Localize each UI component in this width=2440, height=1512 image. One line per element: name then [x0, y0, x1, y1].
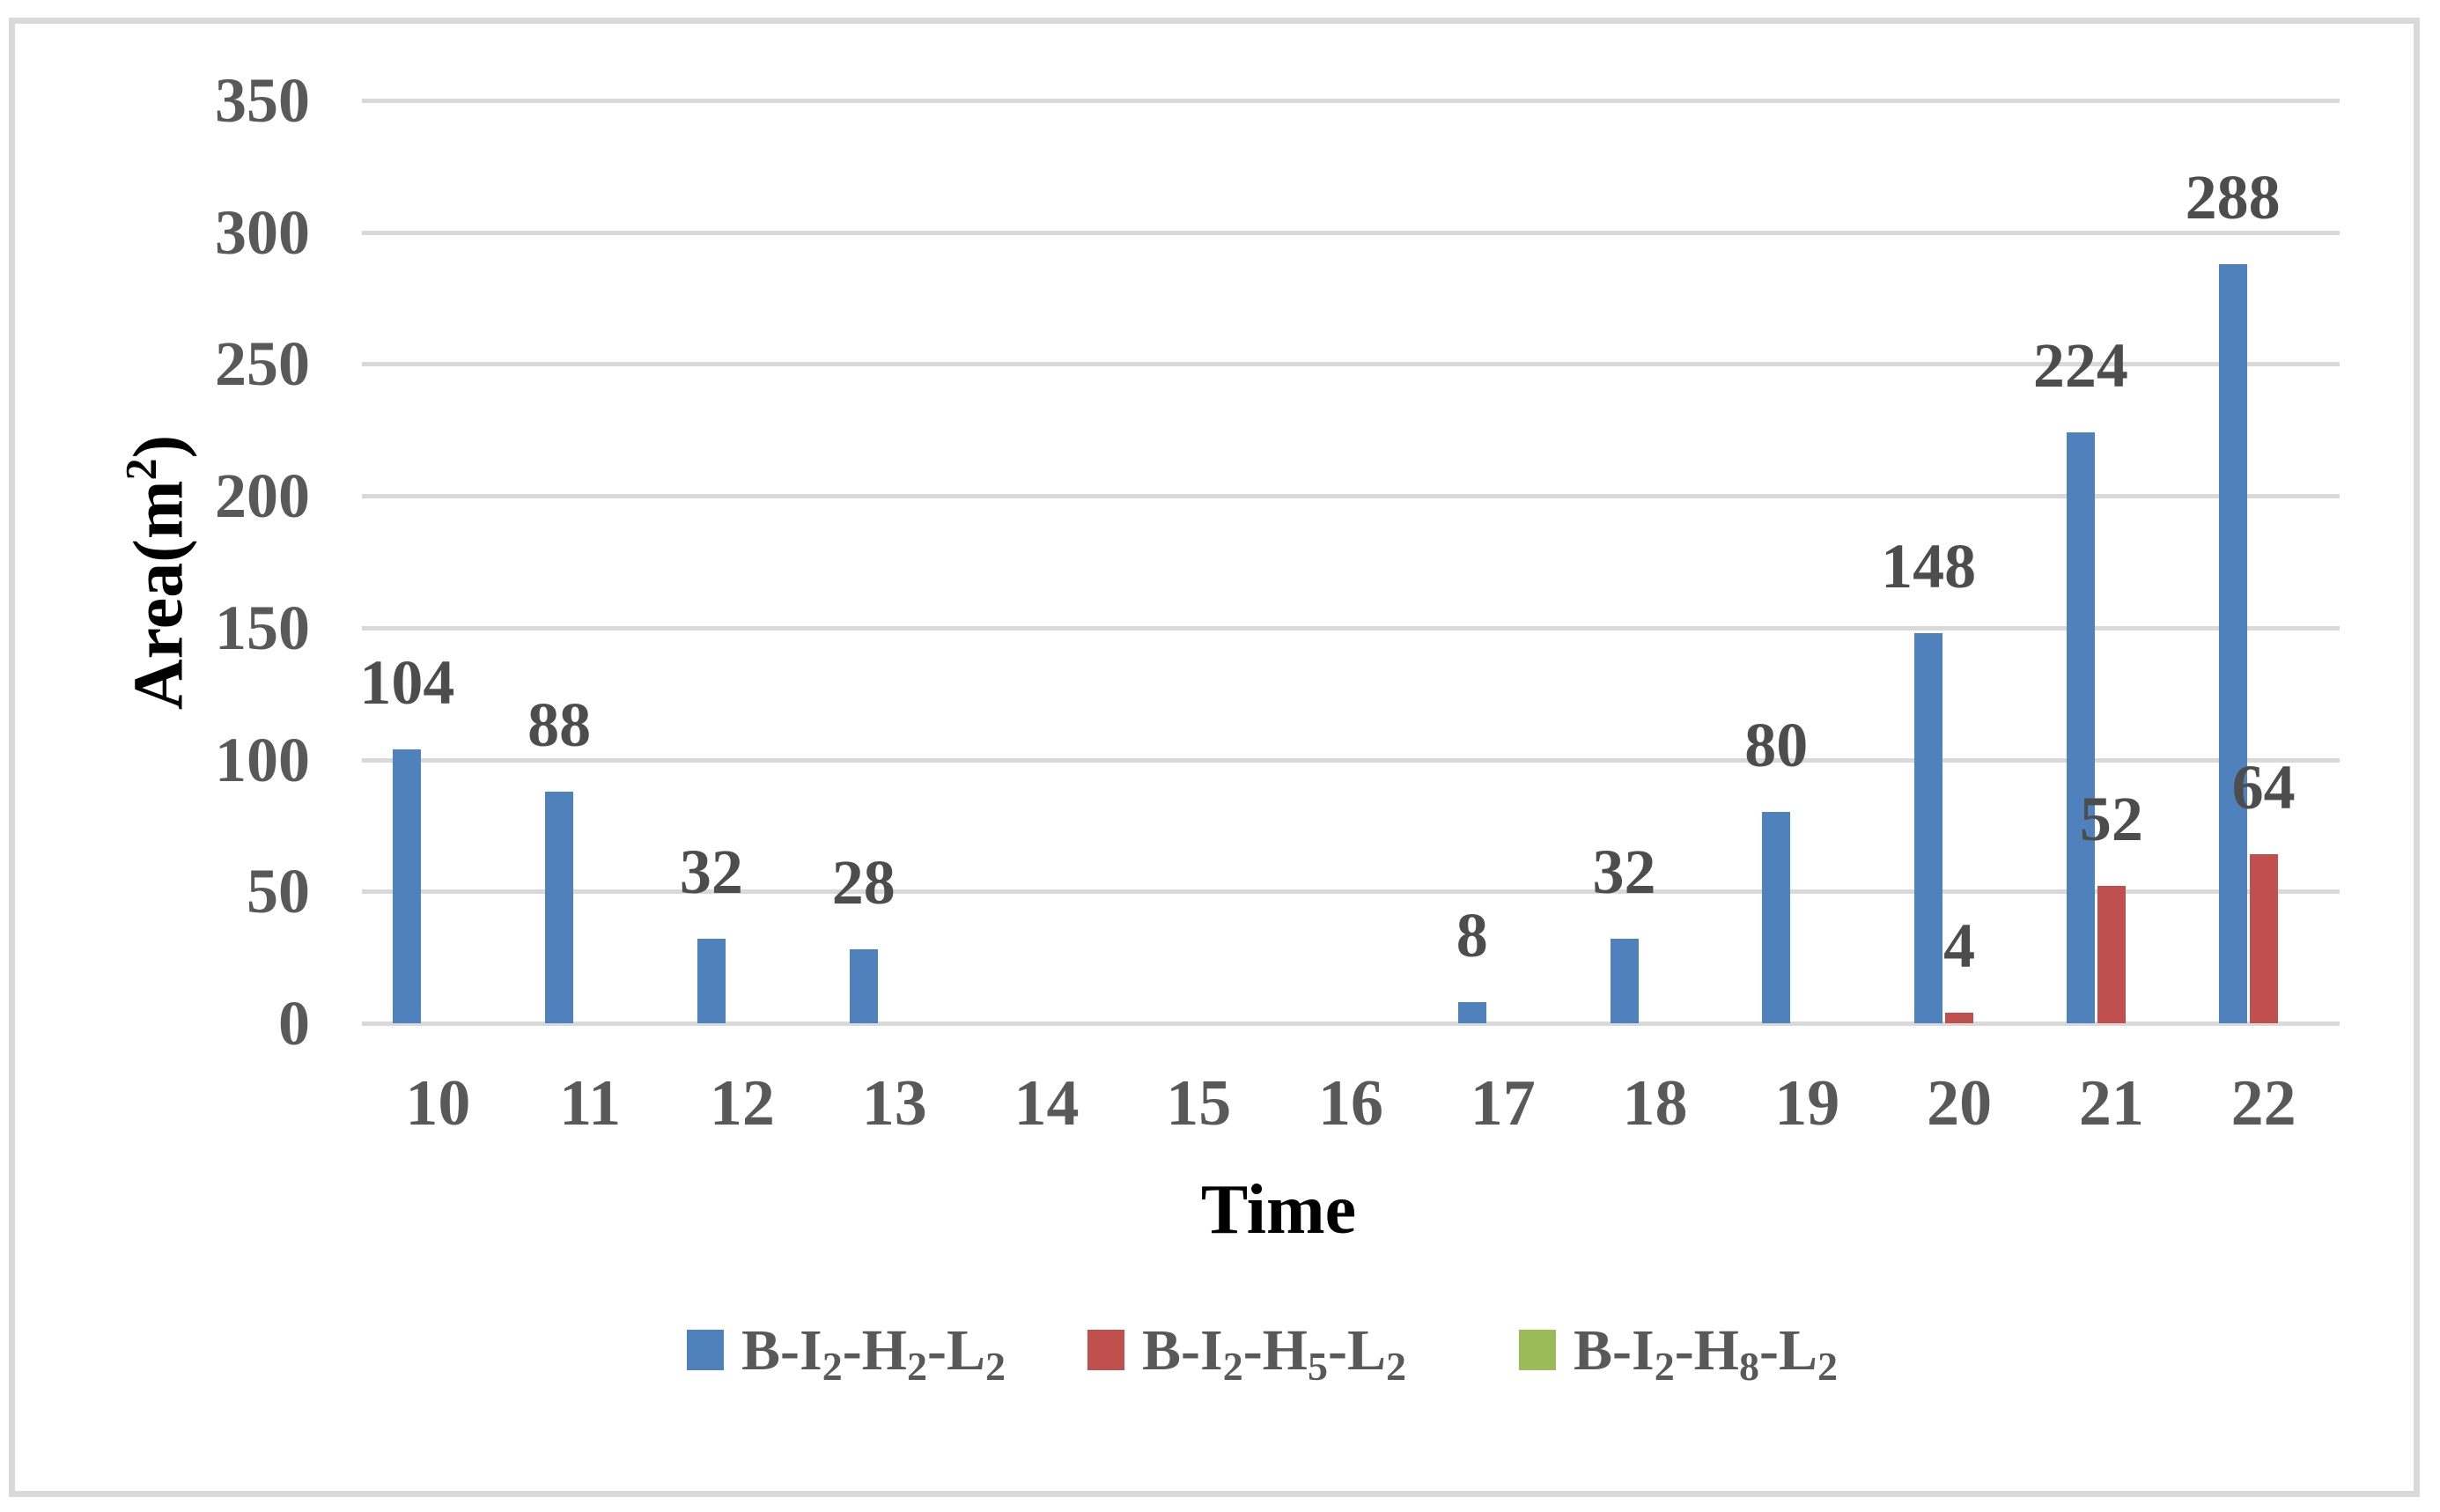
x-axis-tick-label: 18 [1622, 1067, 1688, 1140]
bar-series-2 [2249, 854, 2278, 1023]
legend-label-subscript: 8 [1739, 1344, 1760, 1389]
x-axis-tick-label: 12 [709, 1067, 775, 1140]
legend-label-text: B-I [1574, 1318, 1655, 1383]
bar-series-2 [2097, 886, 2126, 1023]
data-label: 148 [1881, 530, 1977, 601]
gridline-y-100 [362, 757, 2340, 763]
legend-label-subscript: 5 [1308, 1344, 1329, 1389]
x-axis-tick-label: 21 [2078, 1067, 2144, 1140]
x-axis-tick-label: 19 [1774, 1067, 1840, 1140]
x-axis-tick-label: 15 [1166, 1067, 1232, 1140]
y-axis-tick-label: 150 [215, 592, 310, 663]
legend-label-subscript: 2 [985, 1344, 1006, 1389]
legend-label-subscript: 2 [907, 1344, 928, 1389]
bar-series-1 [393, 749, 422, 1023]
bar-series-1 [2066, 432, 2095, 1023]
legend-label-text: -L [1328, 1318, 1387, 1383]
legend-item-series-3: B-I2-H8-L2 [1519, 1316, 1838, 1402]
data-label: 52 [2079, 784, 2143, 855]
bar-series-1 [849, 949, 878, 1023]
y-axis-title: Area(m2) [100, 435, 200, 710]
data-label: 64 [2231, 752, 2296, 823]
bar-series-1 [1457, 1002, 1486, 1023]
data-label: 28 [831, 847, 896, 918]
bar-series-1 [1914, 632, 1943, 1023]
y-axis-title-text: Area(m [120, 480, 198, 711]
data-label: 88 [527, 689, 592, 760]
y-axis-title-superscript: 2 [115, 458, 166, 481]
bar-series-1 [2218, 263, 2247, 1023]
data-label: 4 [1943, 911, 1976, 982]
data-label: 224 [2032, 330, 2128, 402]
x-axis-tick-label: 20 [1927, 1067, 1993, 1140]
bar-series-1 [1610, 939, 1639, 1023]
legend-label: B-I2-H5-L2 [1142, 1316, 1406, 1402]
y-axis-tick-label: 100 [215, 724, 310, 795]
legend-label: B-I2-H2-L2 [741, 1316, 1006, 1402]
legend-label-text: -L [927, 1318, 986, 1383]
x-axis-tick-label: 11 [559, 1067, 622, 1140]
legend-label-text: B-I [741, 1318, 822, 1383]
data-label: 104 [359, 646, 455, 718]
data-label: 288 [2185, 161, 2281, 232]
legend-label-text: -L [1759, 1318, 1818, 1383]
legend-marker-icon [687, 1330, 724, 1370]
gridline-y-0 [362, 1022, 2340, 1026]
gridline-y-200 [362, 494, 2340, 499]
bar-series-1 [697, 939, 726, 1023]
gridline-y-150 [362, 625, 2340, 631]
data-label: 8 [1456, 900, 1488, 971]
legend-label-subscript: 2 [1817, 1344, 1839, 1389]
legend-label-text: B-I [1142, 1318, 1223, 1383]
legend-marker-icon [1087, 1330, 1124, 1370]
legend-label-subscript: 2 [822, 1344, 843, 1389]
y-axis-tick-label: 300 [215, 196, 310, 268]
y-axis-tick-label: 350 [215, 65, 310, 136]
gridline-y-300 [362, 230, 2340, 235]
data-label: 32 [679, 837, 743, 908]
x-axis-tick-label: 17 [1470, 1067, 1536, 1140]
y-axis-tick-label: 200 [215, 461, 310, 532]
bar-series-1 [545, 791, 574, 1023]
gridline-y-250 [362, 362, 2340, 367]
x-axis-tick-label: 13 [861, 1067, 927, 1140]
y-axis-title-close: ) [120, 434, 198, 459]
legend-label-subscript: 2 [1222, 1344, 1243, 1389]
y-axis-tick-label: 50 [247, 856, 310, 927]
bar-series-1 [1762, 812, 1791, 1023]
x-axis-title: Time [1200, 1171, 1357, 1249]
legend-item-series-2: B-I2-H5-L2 [1087, 1316, 1406, 1402]
x-axis-tick-label: 22 [2230, 1067, 2296, 1140]
legend-marker-icon [1519, 1330, 1556, 1370]
x-axis-tick-label: 16 [1318, 1067, 1383, 1140]
x-axis-tick-label: 10 [405, 1067, 471, 1140]
data-label: 32 [1592, 837, 1656, 908]
legend-label-text: -H [1242, 1318, 1308, 1383]
legend-label-subscript: 2 [1386, 1344, 1407, 1389]
legend-label-text: -H [1674, 1318, 1740, 1383]
legend-item-series-1: B-I2-H2-L2 [687, 1316, 1006, 1402]
y-axis-tick-label: 0 [278, 988, 310, 1058]
gridline-y-50 [362, 889, 2340, 895]
y-axis-tick-label: 250 [215, 328, 310, 400]
chart-border [9, 18, 2420, 1497]
legend-label: B-I2-H8-L2 [1574, 1316, 1838, 1402]
legend-label-text: -H [842, 1318, 908, 1383]
data-label: 80 [1744, 710, 1809, 781]
bar-series-2 [1945, 1013, 1974, 1023]
legend-label-subscript: 2 [1654, 1344, 1675, 1389]
x-axis-tick-label: 14 [1014, 1067, 1080, 1140]
gridline-y-350 [362, 99, 2340, 103]
